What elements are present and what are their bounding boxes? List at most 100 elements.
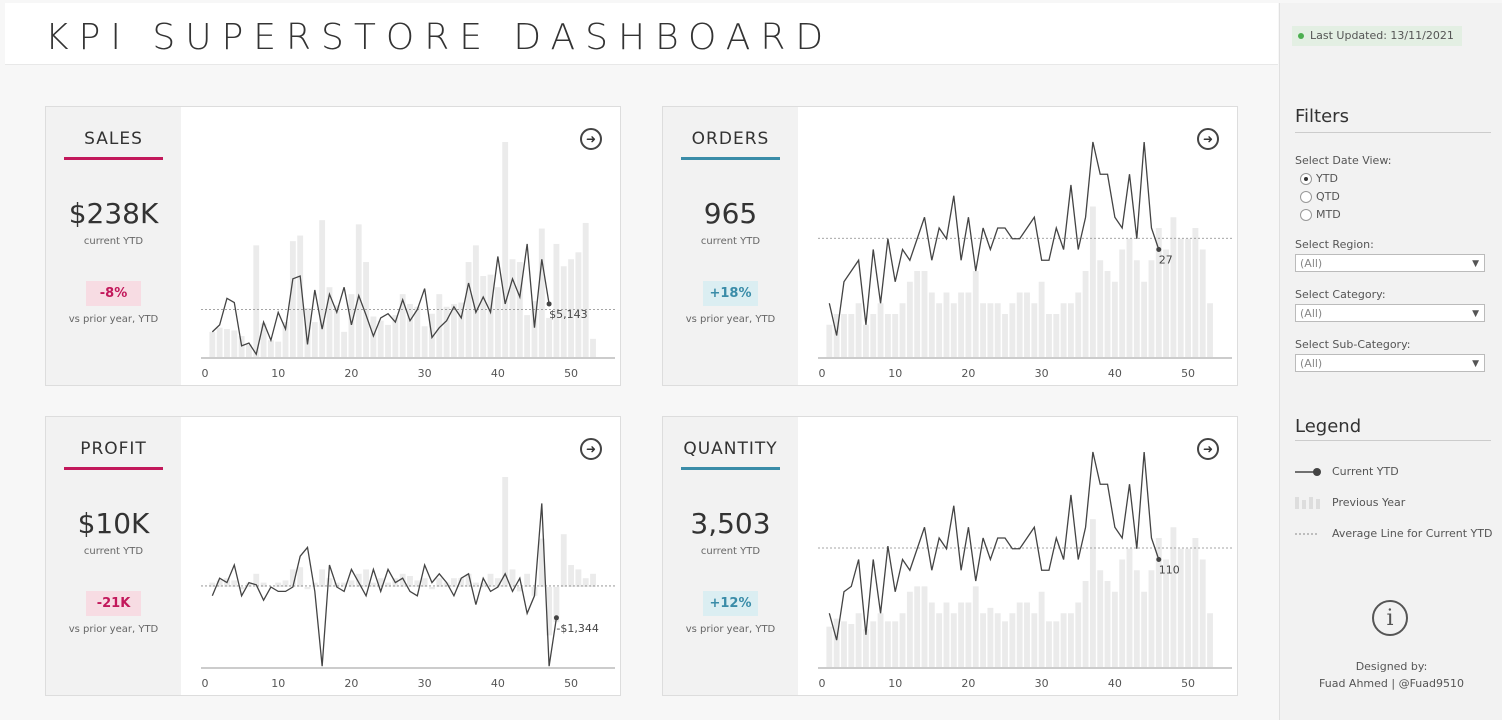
x-tick-label: 10: [271, 677, 285, 690]
x-tick-label: 0: [202, 367, 209, 380]
prev-year-bar: [870, 314, 877, 357]
kpi-subtitle: current YTD: [83, 236, 144, 247]
prev-year-bar: [451, 303, 457, 357]
x-tick-label: 50: [1181, 367, 1195, 380]
prev-year-bar: [348, 294, 355, 357]
prev-year-bar: [1075, 602, 1082, 667]
prev-year-bar: [1082, 271, 1089, 357]
prev-year-bar: [414, 580, 421, 587]
prev-year-bar: [841, 621, 847, 667]
prev-year-bar: [870, 621, 877, 667]
prev-year-bar: [863, 629, 869, 667]
prev-year-bar: [1089, 206, 1096, 357]
quantity-chart: 110 0 10 20 30 40 50: [818, 451, 1232, 690]
prev-year-bar: [385, 582, 391, 587]
date-view-label: Select Date View:: [1295, 154, 1392, 167]
kpi-change-badge: +12%: [703, 591, 758, 616]
prev-year-bar: [1104, 581, 1111, 667]
x-tick-label: 20: [961, 677, 975, 690]
chevron-down-icon: ▼: [1472, 359, 1479, 369]
prev-year-bar: [921, 271, 928, 357]
prev-year-bar: [928, 292, 935, 357]
navigate-arrow-button[interactable]: ➜: [1197, 438, 1219, 460]
current-ytd-line: [828, 451, 1160, 641]
last-updated-text: Last Updated: 13/11/2021: [1310, 29, 1454, 42]
prev-year-bar: [568, 259, 574, 357]
prev-year-bar: [590, 573, 596, 587]
prev-year-bar: [826, 626, 833, 667]
prev-year-bar: [906, 281, 913, 357]
prev-year-bar: [1141, 591, 1148, 667]
prev-year-bar: [1155, 228, 1162, 357]
prev-year-bar: [421, 326, 428, 357]
prev-year-bar: [1163, 249, 1170, 357]
prev-year-bar: [1133, 260, 1140, 357]
navigate-arrow-button[interactable]: ➜: [1197, 128, 1219, 150]
prev-year-bar: [906, 591, 913, 667]
prev-year-bar: [568, 565, 574, 587]
subcategory-select-value: (All): [1300, 357, 1323, 370]
prev-year-bar: [253, 245, 260, 357]
prev-year-bar: [399, 294, 406, 357]
prev-year-bar: [516, 262, 523, 357]
x-tick-label: 20: [344, 677, 358, 690]
prev-year-bar: [928, 602, 935, 667]
prev-year-bar: [451, 578, 457, 587]
subcategory-label: Select Sub-Category:: [1295, 338, 1411, 351]
prev-year-bar: [472, 245, 479, 357]
prev-year-bar: [987, 303, 994, 357]
prev-year-bar: [848, 624, 855, 667]
prev-year-bar: [877, 613, 884, 667]
prev-year-bar: [943, 602, 950, 667]
prev-year-bar: [1053, 621, 1060, 667]
kpi-title-underline: [64, 467, 163, 470]
current-ytd-line: [211, 243, 550, 356]
prev-year-bar: [1097, 260, 1104, 357]
prev-year-bar: [899, 303, 906, 357]
prev-year-bar: [914, 586, 921, 667]
info-icon[interactable]: i: [1372, 600, 1408, 636]
subcategory-select[interactable]: (All) ▼: [1295, 354, 1485, 372]
x-tick-label: 10: [888, 677, 902, 690]
prev-year-bar: [1046, 621, 1052, 667]
radio-unselected-icon: [1300, 191, 1312, 203]
kpi-value: $238K: [68, 197, 159, 230]
prev-year-bar: [1082, 581, 1089, 667]
kpi-panel: PROFIT $10K current YTD -21K vs prior ye…: [46, 417, 181, 695]
prev-year-bar: [1199, 559, 1206, 667]
legend-current-label: Current YTD: [1332, 465, 1399, 478]
prev-year-bar: [1075, 292, 1082, 357]
page-title: KPI SUPERSTORE DASHBOARD: [45, 17, 834, 58]
navigate-arrow-button[interactable]: ➜: [580, 128, 602, 150]
prev-year-bar: [936, 303, 943, 357]
prev-year-bar: [994, 613, 1001, 667]
prev-year-bar: [494, 287, 501, 357]
prev-year-bar: [1155, 538, 1162, 667]
prev-year-bar: [965, 602, 972, 667]
prev-year-bar: [304, 308, 311, 357]
prev-year-bar: [1170, 217, 1177, 357]
region-select[interactable]: (All) ▼: [1295, 254, 1485, 272]
category-select[interactable]: (All) ▼: [1295, 304, 1485, 322]
legend-average: Average Line for Current YTD: [1295, 526, 1492, 542]
prev-year-bar: [311, 322, 318, 357]
prev-year-bar: [480, 276, 487, 357]
last-point-marker: [1156, 247, 1162, 252]
x-tick-label: 10: [888, 367, 902, 380]
prev-year-bar: [282, 580, 289, 587]
prev-year-bar: [524, 573, 531, 587]
prev-year-bar: [246, 582, 252, 587]
prev-year-bar: [1207, 303, 1213, 357]
prev-year-bar: [297, 235, 304, 357]
prev-year-bar: [1009, 303, 1016, 357]
kpi-change-badge: -8%: [86, 281, 141, 306]
prev-year-bar: [1053, 314, 1060, 357]
x-tick-label: 30: [418, 367, 432, 380]
x-tick-label: 0: [819, 677, 826, 690]
filters-divider: [1295, 132, 1491, 133]
chevron-down-icon: ▼: [1472, 259, 1479, 269]
prev-year-bar: [355, 573, 362, 587]
navigate-arrow-button[interactable]: ➜: [580, 438, 602, 460]
prev-year-bar: [1111, 591, 1118, 667]
prev-year-bar: [377, 320, 384, 357]
